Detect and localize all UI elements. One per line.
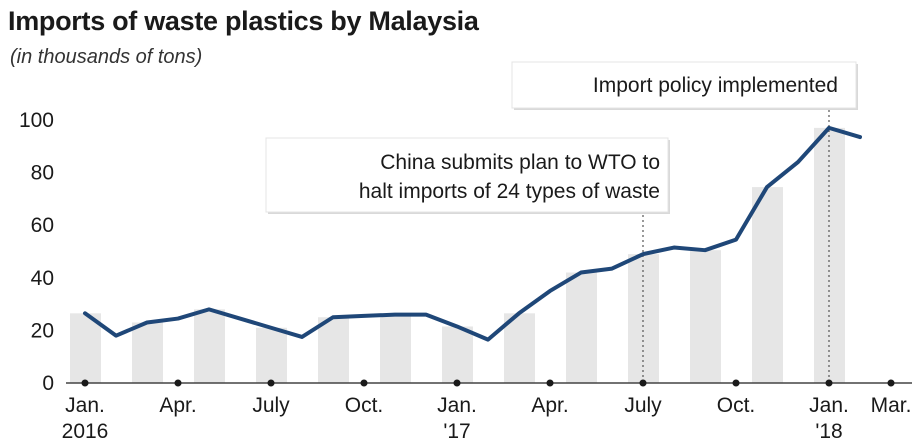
column-bar: [566, 272, 597, 383]
column-bar: [380, 314, 411, 383]
x-tick-dot: [546, 379, 554, 387]
x-tick-label-year: 2016: [62, 420, 109, 443]
x-tick-dot: [825, 379, 833, 387]
x-tick-dot: [732, 379, 740, 387]
y-tick-label: 80: [31, 162, 54, 185]
x-tick-dot: [360, 379, 368, 387]
series-polyline: [83, 125, 862, 342]
x-tick-label: Apr.: [531, 394, 568, 417]
chart-subtitle: (in thousands of tons): [10, 46, 203, 68]
column-bar: [194, 309, 225, 383]
x-tick-label: July: [624, 394, 662, 417]
chart-title: Imports of waste plastics by Malaysia: [8, 6, 479, 36]
column-bars: [70, 127, 845, 383]
annotation-text: halt imports of 24 types of waste: [359, 180, 660, 203]
column-bar: [442, 326, 473, 383]
series-line: [83, 125, 862, 342]
annotation-boxes: China submits plan to WTO to halt imports…: [265, 61, 858, 214]
x-tick-dot: [81, 379, 89, 387]
x-tick-label: Mar.: [871, 394, 912, 417]
x-tick-dot: [174, 379, 182, 387]
x-tick-label: Oct.: [345, 394, 384, 417]
annotation-box: [511, 61, 857, 109]
x-tick-label-year: '17: [443, 420, 470, 443]
x-tick-label: Jan.: [437, 394, 477, 417]
column-bar: [318, 317, 349, 383]
x-tick-label: Apr.: [159, 394, 196, 417]
x-axis: Jan. 2016 Apr. July Oct. Jan. '17 Apr. July Oct. J…: [62, 379, 912, 443]
x-tick-label: Oct.: [717, 394, 756, 417]
x-tick-dot: [639, 379, 647, 387]
annotation-text: Import policy implemented: [593, 74, 838, 97]
y-axis-labels: 0 20 40 60 80 100: [19, 109, 54, 395]
y-tick-label: 40: [31, 267, 54, 290]
column-bar: [752, 187, 783, 383]
annotation-lines: [642, 110, 830, 383]
y-tick-label: 100: [19, 109, 54, 132]
x-tick-dot: [887, 379, 895, 387]
annotation-text: China submits plan to WTO to: [380, 151, 660, 174]
column-bar: [690, 250, 721, 383]
y-tick-label: 20: [31, 319, 54, 342]
y-tick-label: 0: [42, 372, 54, 395]
x-tick-label-year: '18: [815, 420, 842, 443]
x-tick-label: July: [252, 394, 290, 417]
column-bar: [504, 313, 535, 383]
y-tick-label: 60: [31, 214, 54, 237]
annotation-box: [265, 137, 669, 213]
x-tick-dot: [453, 379, 461, 387]
column-bar: [256, 327, 287, 383]
x-tick-label: Jan.: [809, 394, 849, 417]
x-tick-dot: [267, 379, 275, 387]
column-bar: [628, 254, 659, 383]
x-tick-label: Jan.: [65, 394, 105, 417]
column-bar: [132, 322, 163, 383]
column-bar: [70, 313, 101, 383]
